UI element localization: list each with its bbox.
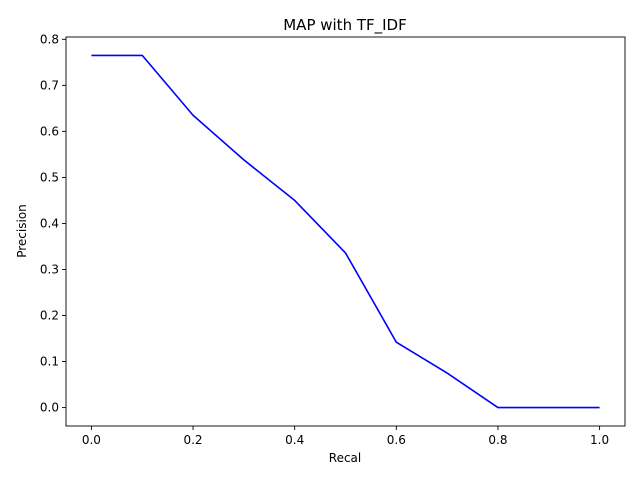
y-axis-label: Precision [15,204,29,258]
axes-frame [65,36,626,427]
plot-area: 0.0 0.2 0.4 0.6 0.8 1.0 0.0 0.1 0.2 0.3 0.4 0.5 0.6 0… [40,32,626,447]
x-tick-label: 1.0 [590,433,609,447]
y-tick-label: 0.3 [40,262,59,276]
series-line-0 [91,54,600,409]
y-tick-label: 0.4 [40,216,59,230]
x-tick-label: 0.8 [488,433,507,447]
x-tick-label: 0.4 [285,433,304,447]
y-tick-label: 0.6 [40,124,59,138]
x-tick-label: 0.0 [82,433,101,447]
chart-title: MAP with TF_IDF [283,16,407,35]
y-tick-label: 0.1 [40,355,59,369]
y-tick-label: 0.8 [40,32,59,46]
y-tick-label: 0.2 [40,309,59,323]
x-axis-label: Recal [329,451,361,465]
y-tick-label: 0.0 [40,401,59,415]
y-tick-label: 0.5 [40,170,59,184]
x-tick-label: 0.6 [387,433,406,447]
y-tick-label: 0.7 [40,78,59,92]
x-tick-label: 0.2 [183,433,202,447]
